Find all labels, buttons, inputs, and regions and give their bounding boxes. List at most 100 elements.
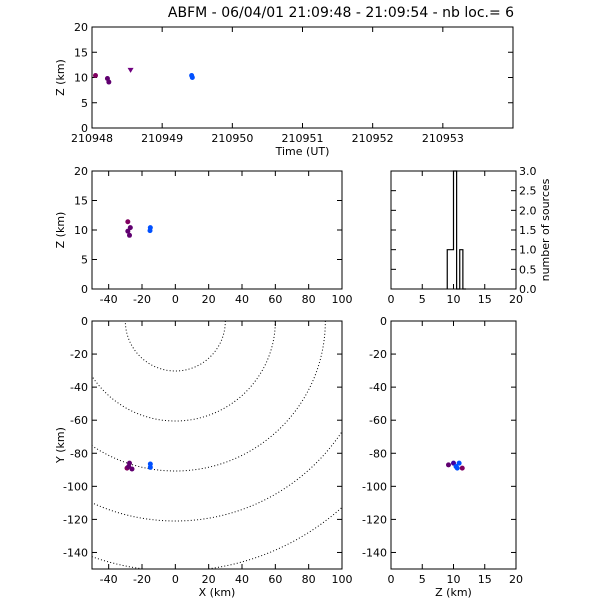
x-tick-label: 100 — [332, 293, 353, 306]
axes-frame — [91, 320, 343, 570]
x-tick-label: -40 — [100, 573, 118, 586]
source-point — [129, 466, 135, 472]
x-tick-label: 20 — [509, 573, 523, 586]
x-tick-label: 10 — [447, 573, 461, 586]
source-point — [147, 464, 153, 470]
x-tick-label: 60 — [268, 573, 282, 586]
x-tick-label: 10 — [447, 293, 461, 306]
x-tick-label: 15 — [478, 293, 492, 306]
x-tick-label: 20 — [202, 573, 216, 586]
y-tick-label: 10 — [74, 224, 88, 237]
y-axis-label: Z (km) — [54, 59, 67, 96]
axes-frame — [390, 320, 517, 570]
x-axis-label: X (km) — [199, 586, 236, 599]
source-point — [127, 225, 133, 231]
source-point — [127, 67, 134, 73]
source-point — [189, 75, 195, 80]
y-tick-label: 0 — [81, 283, 88, 296]
y-tick-label: -80 — [70, 447, 88, 460]
y-tick-label: 0.0 — [519, 283, 537, 296]
y-tick-label: 5 — [81, 254, 88, 267]
range-ring — [92, 321, 276, 422]
y-tick-label: -120 — [362, 513, 387, 526]
x-tick-label: 20 — [202, 293, 216, 306]
x-height-panel: -40 -20 0 20 40 60 80 100 0 5 10 15 20 Z (km) — [54, 165, 353, 306]
x-tick-label: 0 — [172, 573, 179, 586]
source-point — [125, 219, 131, 225]
y-tick-label: -60 — [70, 414, 88, 427]
y-tick-label: 15 — [74, 46, 88, 59]
x-tick-label: 80 — [302, 573, 316, 586]
source-point — [93, 72, 99, 78]
x-tick-label: -20 — [133, 293, 151, 306]
source-point — [147, 228, 153, 234]
x-tick-label: 0 — [388, 293, 395, 306]
y-tick-label: -120 — [63, 513, 88, 526]
y-tick-label: -40 — [369, 381, 387, 394]
z-y-panel: 0 5 10 15 20 0 -20 -40 -60 -80 -100 -120 -140 Z (km) — [362, 315, 523, 599]
range-ring — [92, 430, 342, 522]
y-tick-label: 20 — [74, 21, 88, 34]
x-tick-label: 15 — [478, 573, 492, 586]
y-tick-label: 0 — [81, 315, 88, 328]
range-rings — [92, 321, 342, 569]
y-tick-label: 2.5 — [519, 185, 537, 198]
x-tick-label: 5 — [419, 293, 426, 306]
x-tick-label: 20 — [509, 293, 523, 306]
x-tick-label: 100 — [332, 573, 353, 586]
y-tick-label: 20 — [74, 165, 88, 178]
x-tick-label: 40 — [235, 573, 249, 586]
x-tick-label: 210948 — [71, 132, 113, 145]
y-tick-label: 0 — [81, 122, 88, 135]
x-tick-label: 40 — [235, 293, 249, 306]
x-tick-label: 60 — [268, 293, 282, 306]
x-tick-label: 210952 — [352, 132, 394, 145]
source-point — [454, 465, 460, 471]
plan-view-panel: -40 -20 0 20 40 60 80 100 0 -20 -40 -60 -80 -100 -120 -… — [54, 315, 353, 599]
y-axis-label: Y (km) — [54, 427, 67, 464]
y-tick-label: 15 — [74, 195, 88, 208]
x-axis-label: Z (km) — [435, 586, 472, 599]
y-tick-label: -60 — [369, 414, 387, 427]
x-tick-label: 210950 — [211, 132, 253, 145]
y-tick-label: 2.0 — [519, 204, 537, 217]
y-axis-label: Z (km) — [54, 212, 67, 249]
figure-title: ABFM - 06/04/01 21:09:48 - 21:09:54 - nb… — [168, 5, 514, 21]
source-point — [459, 465, 465, 471]
y-tick-label: 1.0 — [519, 244, 537, 257]
source-point — [125, 228, 131, 234]
y-tick-label: 0.5 — [519, 263, 537, 276]
y-tick-label: 1.5 — [519, 224, 537, 237]
histogram-bars — [446, 170, 466, 290]
y-tick-label: 5 — [81, 97, 88, 110]
x-tick-label: 210953 — [422, 132, 464, 145]
x-tick-label: -40 — [100, 293, 118, 306]
source-point — [456, 460, 462, 466]
x-tick-label: 80 — [302, 293, 316, 306]
y-tick-label: 10 — [74, 72, 88, 85]
x-tick-label: 5 — [419, 573, 426, 586]
x-tick-label: 210951 — [282, 132, 324, 145]
source-point — [106, 79, 112, 85]
time-height-panel: 210948 210949 210950 210951 210952 210953 0 5 10… — [54, 21, 514, 158]
axes-frame — [91, 26, 514, 129]
y-tick-label: -20 — [369, 348, 387, 361]
y-tick-label: -140 — [63, 546, 88, 559]
x-tick-label: 0 — [172, 293, 179, 306]
source-point — [127, 232, 132, 238]
x-axis-label: Time (UT) — [275, 145, 330, 158]
y-tick-label: -100 — [362, 480, 387, 493]
y-tick-label: -20 — [70, 348, 88, 361]
x-tick-label: 210949 — [141, 132, 183, 145]
y-tick-label: -40 — [70, 381, 88, 394]
x-tick-label: -20 — [133, 573, 151, 586]
source-point — [446, 462, 451, 468]
y-tick-label: 0 — [380, 315, 387, 328]
y-tick-label: 3.0 — [519, 165, 537, 178]
y-axis-label: number of sources — [539, 178, 552, 281]
y-tick-label: -100 — [63, 480, 88, 493]
y-tick-label: -140 — [362, 546, 387, 559]
y-tick-label: -80 — [369, 447, 387, 460]
